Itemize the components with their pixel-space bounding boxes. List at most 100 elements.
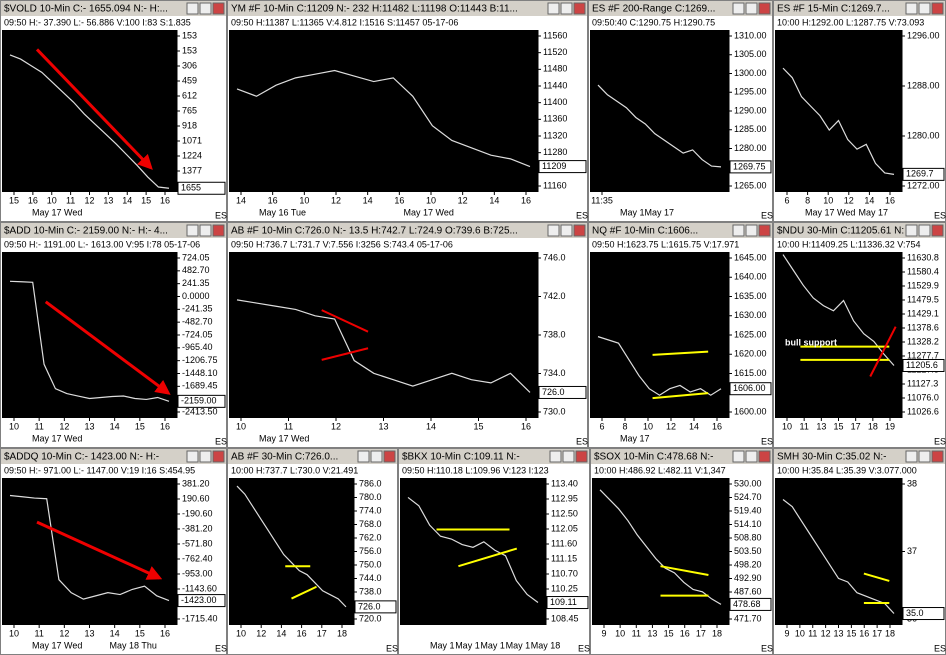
y-tick-label: -1715.40 <box>182 613 218 623</box>
window-max-button[interactable] <box>745 450 758 463</box>
x-tick-label: 11 <box>632 628 641 638</box>
plot-area <box>775 30 902 192</box>
y-tick-label: 730.0 <box>543 406 566 416</box>
window-title: ES #F 200-Range C:1269... <box>592 4 715 15</box>
es-label: ES <box>934 643 946 653</box>
window-max-button[interactable] <box>918 2 931 15</box>
window-max-button[interactable] <box>199 450 212 463</box>
window-close-button[interactable] <box>758 224 771 237</box>
title-bar <box>228 223 587 238</box>
title-bar <box>399 449 589 464</box>
annotation-yel <box>652 392 709 400</box>
y-tick-label: 1280.00 <box>907 130 940 140</box>
y-tick-label: 11127.3 <box>907 378 938 388</box>
y-tick-label: 11076.0 <box>907 392 939 402</box>
window-min-button[interactable] <box>905 224 918 237</box>
window-max-button[interactable] <box>918 224 931 237</box>
title-bar <box>228 1 587 16</box>
y-tick-label: -571.80 <box>182 538 213 548</box>
window-max-button[interactable] <box>560 2 573 15</box>
annotation-text: bull support <box>785 338 837 348</box>
y-tick-label: 774.0 <box>359 505 382 515</box>
y-tick-label: 612 <box>182 90 197 100</box>
y-tick-label: 38 <box>907 478 917 488</box>
window-max-button[interactable] <box>745 224 758 237</box>
window-min-button[interactable] <box>547 224 560 237</box>
window-close-button[interactable] <box>931 2 944 15</box>
y-tick-label: 1377 <box>182 165 202 175</box>
y-tick-label: 482.70 <box>182 265 210 275</box>
window-max-button[interactable] <box>370 450 383 463</box>
y-tick-label: 11277.7 <box>907 350 939 360</box>
x-tick-label: 10 <box>782 421 792 431</box>
x-tick-label: 16 <box>160 421 170 431</box>
window-close-button[interactable] <box>573 2 586 15</box>
x-tick-label: 16 <box>521 421 531 431</box>
window-close-button[interactable] <box>758 2 771 15</box>
y-tick-label: 1645.00 <box>734 252 767 262</box>
x-tick-label: 16 <box>297 628 307 638</box>
window-min-button[interactable] <box>905 450 918 463</box>
y-tick-label: -953.00 <box>182 568 213 578</box>
window-title: SMH 30-Min C:35.02 N:- <box>777 452 886 463</box>
window-max-button[interactable] <box>199 224 212 237</box>
window-max-button[interactable] <box>560 224 573 237</box>
window-min-button[interactable] <box>732 224 745 237</box>
window-close-button[interactable] <box>383 450 396 463</box>
y-tick-label: 750.0 <box>359 559 382 569</box>
window-close-button[interactable] <box>573 224 586 237</box>
es-label: ES <box>761 436 773 446</box>
window-min-button[interactable] <box>549 450 562 463</box>
window-close-button[interactable] <box>212 224 225 237</box>
window-min-button[interactable] <box>732 2 745 15</box>
chart-window: $NDU 30-Min C:11205.61 N:- 10:00 H:11409.… <box>773 222 946 448</box>
window-close-button[interactable] <box>758 450 771 463</box>
y-tick-label: 508.80 <box>734 532 762 542</box>
x-tick-label: 14 <box>363 195 373 205</box>
y-tick-label: 153 <box>182 30 197 40</box>
title-bar <box>774 1 945 16</box>
y-tick-label: 1280.00 <box>734 143 767 153</box>
window-min-button[interactable] <box>186 2 199 15</box>
info-line: 09:50 H:1623.75 L:1615.75 V:17.971 <box>592 239 739 249</box>
annotation-yel <box>458 547 518 568</box>
y-tick-label: 11480 <box>543 64 567 74</box>
window-min-button[interactable] <box>547 2 560 15</box>
window-max-button[interactable] <box>199 2 212 15</box>
window-close-button[interactable] <box>212 450 225 463</box>
window-min-button[interactable] <box>905 2 918 15</box>
date-label: May 17 Wed <box>32 640 82 650</box>
window-min-button[interactable] <box>357 450 370 463</box>
window-close-button[interactable] <box>212 2 225 15</box>
window-close-button[interactable] <box>931 224 944 237</box>
x-tick-label: 18 <box>337 628 347 638</box>
window-max-button[interactable] <box>918 450 931 463</box>
annotation-arrow <box>35 48 153 170</box>
y-tick-label: -1143.60 <box>182 583 217 593</box>
x-tick-label: 10 <box>795 628 805 638</box>
last-price-label: -2159.00 <box>181 396 217 406</box>
x-tick-label: 16 <box>268 195 278 205</box>
plot-area <box>229 30 538 192</box>
x-tick-label: 16 <box>712 421 722 431</box>
title-bar <box>1 449 226 464</box>
x-tick-label: 13 <box>816 421 826 431</box>
y-tick-label: 1288.00 <box>907 80 940 90</box>
price-line <box>236 69 531 168</box>
window-close-button[interactable] <box>931 450 944 463</box>
window-min-button[interactable] <box>732 450 745 463</box>
window-min-button[interactable] <box>186 450 199 463</box>
es-label: ES <box>761 643 773 653</box>
x-tick-label: 13 <box>378 421 388 431</box>
x-tick-label: 15 <box>141 195 151 205</box>
annotation-red <box>869 326 897 377</box>
price-line <box>407 496 539 604</box>
window-max-button[interactable] <box>745 2 758 15</box>
window-min-button[interactable] <box>186 224 199 237</box>
date-label: May 17 Wed <box>32 207 82 217</box>
window-close-button[interactable] <box>575 450 588 463</box>
y-tick-label: 11320 <box>543 130 567 140</box>
x-tick-label: 13 <box>647 628 657 638</box>
date-label: May 17 Wed <box>404 207 454 217</box>
window-max-button[interactable] <box>562 450 575 463</box>
